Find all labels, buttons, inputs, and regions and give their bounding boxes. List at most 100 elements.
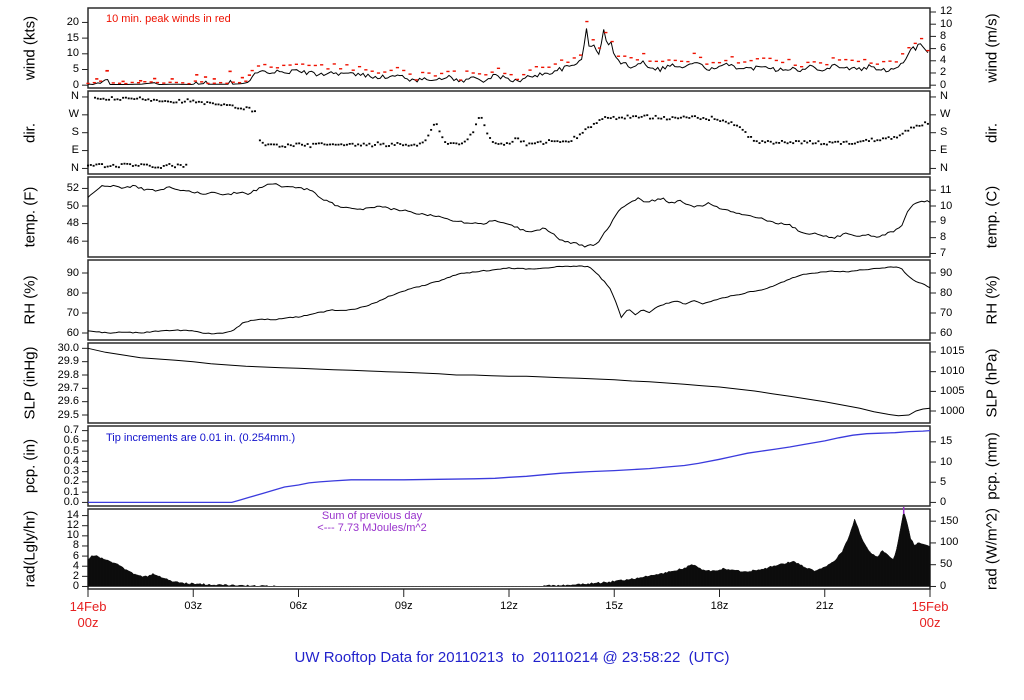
series-scatter-dot-dir [373, 144, 376, 146]
series-scatter-dot-dir [424, 139, 427, 142]
axis-title-left-temp: temp. (F) [21, 186, 39, 248]
series-peak-dot-wind [635, 59, 640, 61]
annotation-tip-increments: Tip increments are 0.01 in. (0.254mm.) [106, 432, 296, 444]
series-peak-dot-wind [244, 80, 248, 82]
series-scatter-dot-dir [803, 140, 806, 142]
series-scatter-dot-dir [169, 100, 172, 103]
series-scatter-dot-dir [702, 117, 705, 119]
series-scatter-dot-dir [129, 163, 132, 166]
series-scatter-dot-dir [181, 101, 184, 104]
series-scatter-dot-dir [898, 134, 901, 137]
series-scatter-dot-dir [126, 162, 129, 165]
series-scatter-dot-dir [404, 143, 407, 146]
series-scatter-dot-dir [797, 140, 800, 143]
series-peak-dot-wind [724, 59, 728, 62]
series-scatter-dot-dir [189, 100, 192, 103]
series-scatter-dot-dir [536, 141, 539, 144]
series-peak-dot-wind [484, 74, 488, 76]
series-scatter-dot-dir [500, 142, 503, 145]
series-scatter-dot-dir [105, 98, 108, 101]
series-scatter-dot-dir [921, 124, 924, 127]
series-peak-dot-wind [919, 37, 924, 40]
series-scatter-dot-dir [145, 163, 148, 166]
series-scatter-dot-dir [806, 141, 809, 144]
axis-title-right-rh: RH (%) [983, 275, 1001, 325]
series-scatter-dot-dir [483, 124, 486, 127]
series-peak-dot-wind [560, 59, 564, 61]
series-scatter-dot-dir [766, 140, 769, 142]
tick-label-left-slp: 29.5 [57, 408, 79, 421]
series-scatter-dot-dir [573, 135, 576, 138]
series-line-slp [87, 347, 931, 417]
series-peak-dot-wind [477, 73, 482, 75]
series-scatter-dot-dir [685, 116, 688, 119]
series-peak-dot-wind [143, 81, 147, 83]
series-peak-dot-wind [686, 60, 690, 63]
tick-label-right-rad: 50 [940, 558, 953, 571]
tick-label-right-pcp: 5 [940, 475, 947, 488]
series-peak-dot-wind [212, 82, 216, 84]
tick-label-left-rad: 2 [72, 569, 79, 582]
series-scatter-dot-dir [117, 166, 120, 169]
series-scatter-dot-dir [295, 142, 298, 145]
series-scatter-dot-dir [477, 117, 480, 119]
tick-label-left-dir: E [71, 144, 79, 157]
series-scatter-dot-dir [444, 141, 447, 143]
series-scatter-dot-dir [547, 139, 550, 141]
series-scatter-dot-dir [122, 96, 125, 99]
series-peak-dot-wind [806, 61, 810, 64]
series-scatter-dot-dir [635, 115, 638, 118]
series-scatter-dot-dir [144, 99, 147, 101]
series-scatter-dot-dir [298, 142, 301, 145]
series-scatter-dot-dir [747, 136, 750, 138]
series-peak-dot-wind [313, 64, 317, 67]
series-scatter-dot-dir [820, 143, 823, 146]
series-scatter-dot-dir [357, 143, 360, 146]
tick-label-left-wind: 0 [72, 78, 79, 91]
series-scatter-dot-dir [148, 164, 151, 167]
tick-label-left-rad: 12 [66, 519, 79, 532]
tick-label-left-pcp: 0.3 [63, 465, 79, 478]
series-scatter-dot-dir [376, 141, 379, 144]
series-peak-dot-wind [149, 81, 153, 83]
axis-title-right-dir: dir. [983, 122, 1001, 143]
series-peak-dot-wind [856, 60, 861, 63]
series-peak-dot-wind [648, 60, 652, 62]
series-peak-dot-wind [421, 71, 425, 74]
series-peak-dot-wind [117, 82, 122, 84]
series-peak-dot-wind [850, 59, 854, 62]
series-scatter-dot-dir [234, 106, 237, 109]
series-peak-dot-wind [907, 47, 911, 49]
series-scatter-dot-dir [141, 98, 144, 101]
series-scatter-dot-dir [724, 120, 727, 123]
series-scatter-dot-dir [175, 101, 178, 104]
series-dot-wind [170, 78, 174, 80]
page-title: UW Rooftop Data for 20110213 to 20110214… [294, 649, 730, 666]
axis-title-left-rh: RH (%) [21, 275, 39, 325]
series-scatter-dot-dir [825, 143, 828, 146]
series-scatter-dot-dir [590, 126, 593, 129]
series-scatter-dot-dir [744, 131, 747, 133]
series-peak-dot-wind [263, 63, 267, 66]
tick-label-left-temp: 46 [66, 234, 79, 247]
series-peak-dot-wind [762, 57, 766, 59]
series-scatter-dot-dir [618, 116, 621, 119]
series-peak-dot-wind [496, 67, 501, 70]
series-peak-dot-wind [509, 73, 513, 76]
tick-label-right-rad: 150 [940, 514, 959, 527]
panel-border-rh [87, 259, 931, 341]
tick-label-left-rad: 10 [66, 529, 79, 542]
series-peak-dot-wind [787, 58, 791, 61]
tick-label-left-dir: N [71, 90, 79, 103]
series-scatter-dot-dir [887, 136, 890, 139]
series-scatter-dot-dir [881, 137, 884, 140]
series-scatter-dot-dir [245, 106, 248, 109]
series-scatter-dot-dir [133, 98, 136, 100]
tick-label-left-rh: 90 [66, 266, 79, 279]
series-scatter-dot-dir [637, 116, 640, 119]
tick-label-right-rh: 60 [940, 326, 953, 339]
series-scatter-dot-dir [556, 140, 559, 143]
tick-label-right-wind: 2 [940, 66, 947, 79]
series-scatter-dot-dir [292, 145, 295, 148]
axis-title-left-pcp: pcp. (in) [21, 438, 39, 494]
